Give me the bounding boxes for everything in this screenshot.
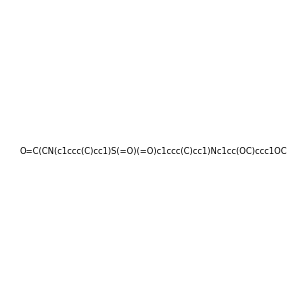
Text: O=C(CN(c1ccc(C)cc1)S(=O)(=O)c1ccc(C)cc1)Nc1cc(OC)ccc1OC: O=C(CN(c1ccc(C)cc1)S(=O)(=O)c1ccc(C)cc1)… [20,147,288,156]
